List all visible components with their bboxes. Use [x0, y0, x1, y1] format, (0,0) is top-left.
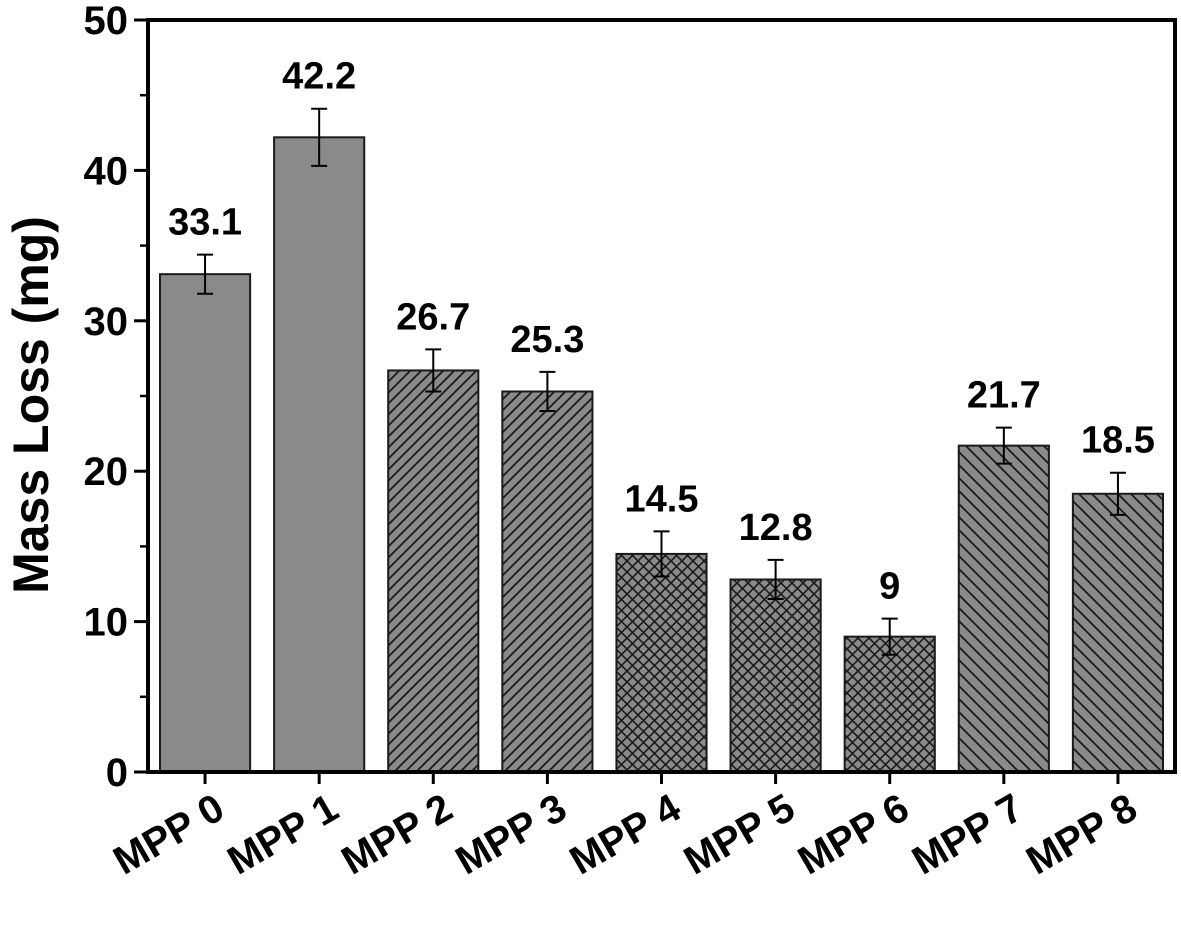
bar-2	[387, 369, 480, 773]
y-tick-label-3: 30	[84, 300, 129, 344]
x-tick-label-8: MPP 8	[1019, 786, 1144, 884]
bar-6	[843, 635, 936, 774]
y-axis-label: Mass Loss (mg)	[3, 216, 59, 594]
y-tick-label-2: 20	[84, 450, 129, 494]
data-label-1: 42.2	[282, 56, 356, 98]
x-tick-label-5: MPP 5	[677, 786, 802, 884]
data-label-6: 9	[879, 566, 900, 608]
data-label-0: 33.1	[168, 202, 242, 244]
bar-1	[273, 136, 366, 773]
bar-7	[957, 444, 1050, 773]
error-bar-2	[425, 348, 442, 393]
x-tick-label-6: MPP 6	[791, 786, 916, 884]
x-tick-label-2: MPP 2	[334, 786, 459, 884]
x-tick-label-1: MPP 1	[220, 786, 345, 884]
error-bar-0	[197, 253, 214, 295]
data-label-2: 26.7	[396, 296, 470, 338]
data-label-8: 18.5	[1081, 420, 1155, 462]
data-label-7: 21.7	[967, 375, 1041, 417]
y-tick-label-5: 50	[84, 0, 129, 43]
bar-8	[1071, 492, 1165, 773]
error-bar-5	[767, 558, 784, 601]
y-tick-label-0: 0	[106, 751, 128, 795]
bar-0	[158, 273, 252, 773]
x-tick-label-0: MPP 0	[106, 786, 231, 884]
bar-5	[729, 578, 822, 773]
error-bar-6	[881, 617, 898, 656]
bar-4	[615, 552, 708, 773]
x-tick-label-4: MPP 4	[563, 785, 689, 883]
y-tick-label-1: 10	[84, 601, 129, 645]
error-bar-3	[539, 370, 556, 413]
error-bar-4	[653, 530, 670, 578]
bar-3	[501, 390, 594, 773]
plot-area: 33.1 42.2 26.7 25.3 14.5 12.8 9 21.7 18.5 0 10 20 30…	[84, 0, 1177, 884]
data-label-5: 12.8	[739, 507, 813, 549]
x-tick-label-7: MPP 7	[905, 786, 1030, 884]
data-label-3: 25.3	[510, 319, 584, 361]
data-label-4: 14.5	[625, 478, 699, 520]
error-bar-7	[995, 426, 1012, 465]
error-bar-1	[311, 107, 328, 167]
x-tick-label-3: MPP 3	[449, 786, 574, 884]
error-bar-8	[1109, 471, 1126, 516]
y-tick-label-4: 40	[84, 149, 129, 193]
